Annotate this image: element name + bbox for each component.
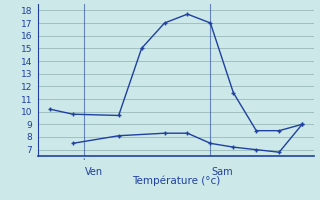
Text: Sam: Sam	[212, 167, 233, 177]
Text: Ven: Ven	[85, 167, 104, 177]
X-axis label: Température (°c): Température (°c)	[132, 175, 220, 186]
